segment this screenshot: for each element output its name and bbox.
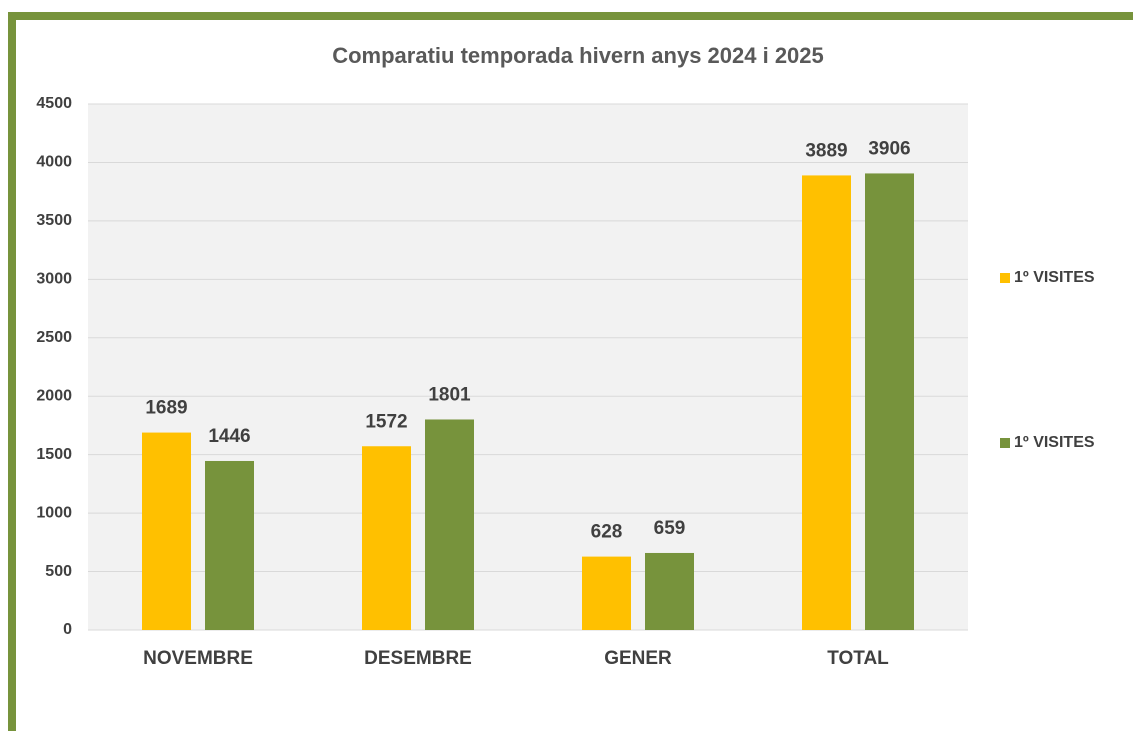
legend-swatch (1000, 273, 1010, 283)
y-tick-label: 500 (45, 563, 72, 580)
data-label: 659 (654, 518, 686, 539)
bar (362, 446, 411, 630)
bar (582, 556, 631, 630)
y-tick-label: 4000 (36, 154, 72, 171)
chart-title: Comparatiu temporada hivern anys 2024 i … (332, 43, 824, 68)
frame-left (8, 12, 16, 731)
legend-swatch (1000, 438, 1010, 448)
y-tick-label: 1500 (36, 446, 72, 463)
y-tick-label: 2000 (36, 387, 72, 404)
data-label: 3906 (868, 138, 910, 159)
x-tick-label: NOVEMBRE (143, 648, 253, 669)
bar (865, 173, 914, 630)
y-tick-label: 4500 (36, 95, 72, 112)
bar (142, 432, 191, 630)
frame-top (8, 12, 1133, 20)
legend-label: 1º VISITES (1014, 269, 1095, 286)
bar (802, 175, 851, 630)
y-tick-label: 2500 (36, 329, 72, 346)
data-label: 3889 (805, 140, 847, 161)
x-tick-label: TOTAL (827, 648, 889, 669)
data-label: 1689 (145, 398, 187, 419)
y-tick-label: 0 (63, 621, 72, 638)
bar (425, 419, 474, 630)
x-tick-label: GENER (604, 648, 672, 669)
data-label: 1801 (428, 384, 471, 405)
bar (205, 460, 254, 630)
bar (645, 552, 694, 630)
data-label: 1446 (208, 426, 250, 447)
legend-label: 1º VISITES (1014, 434, 1095, 451)
data-label: 628 (591, 522, 623, 543)
y-tick-label: 1000 (36, 504, 72, 521)
data-label: 1572 (365, 411, 407, 432)
x-tick-label: DESEMBRE (364, 648, 472, 669)
y-tick-label: 3500 (36, 212, 72, 229)
y-tick-label: 3000 (36, 271, 72, 288)
